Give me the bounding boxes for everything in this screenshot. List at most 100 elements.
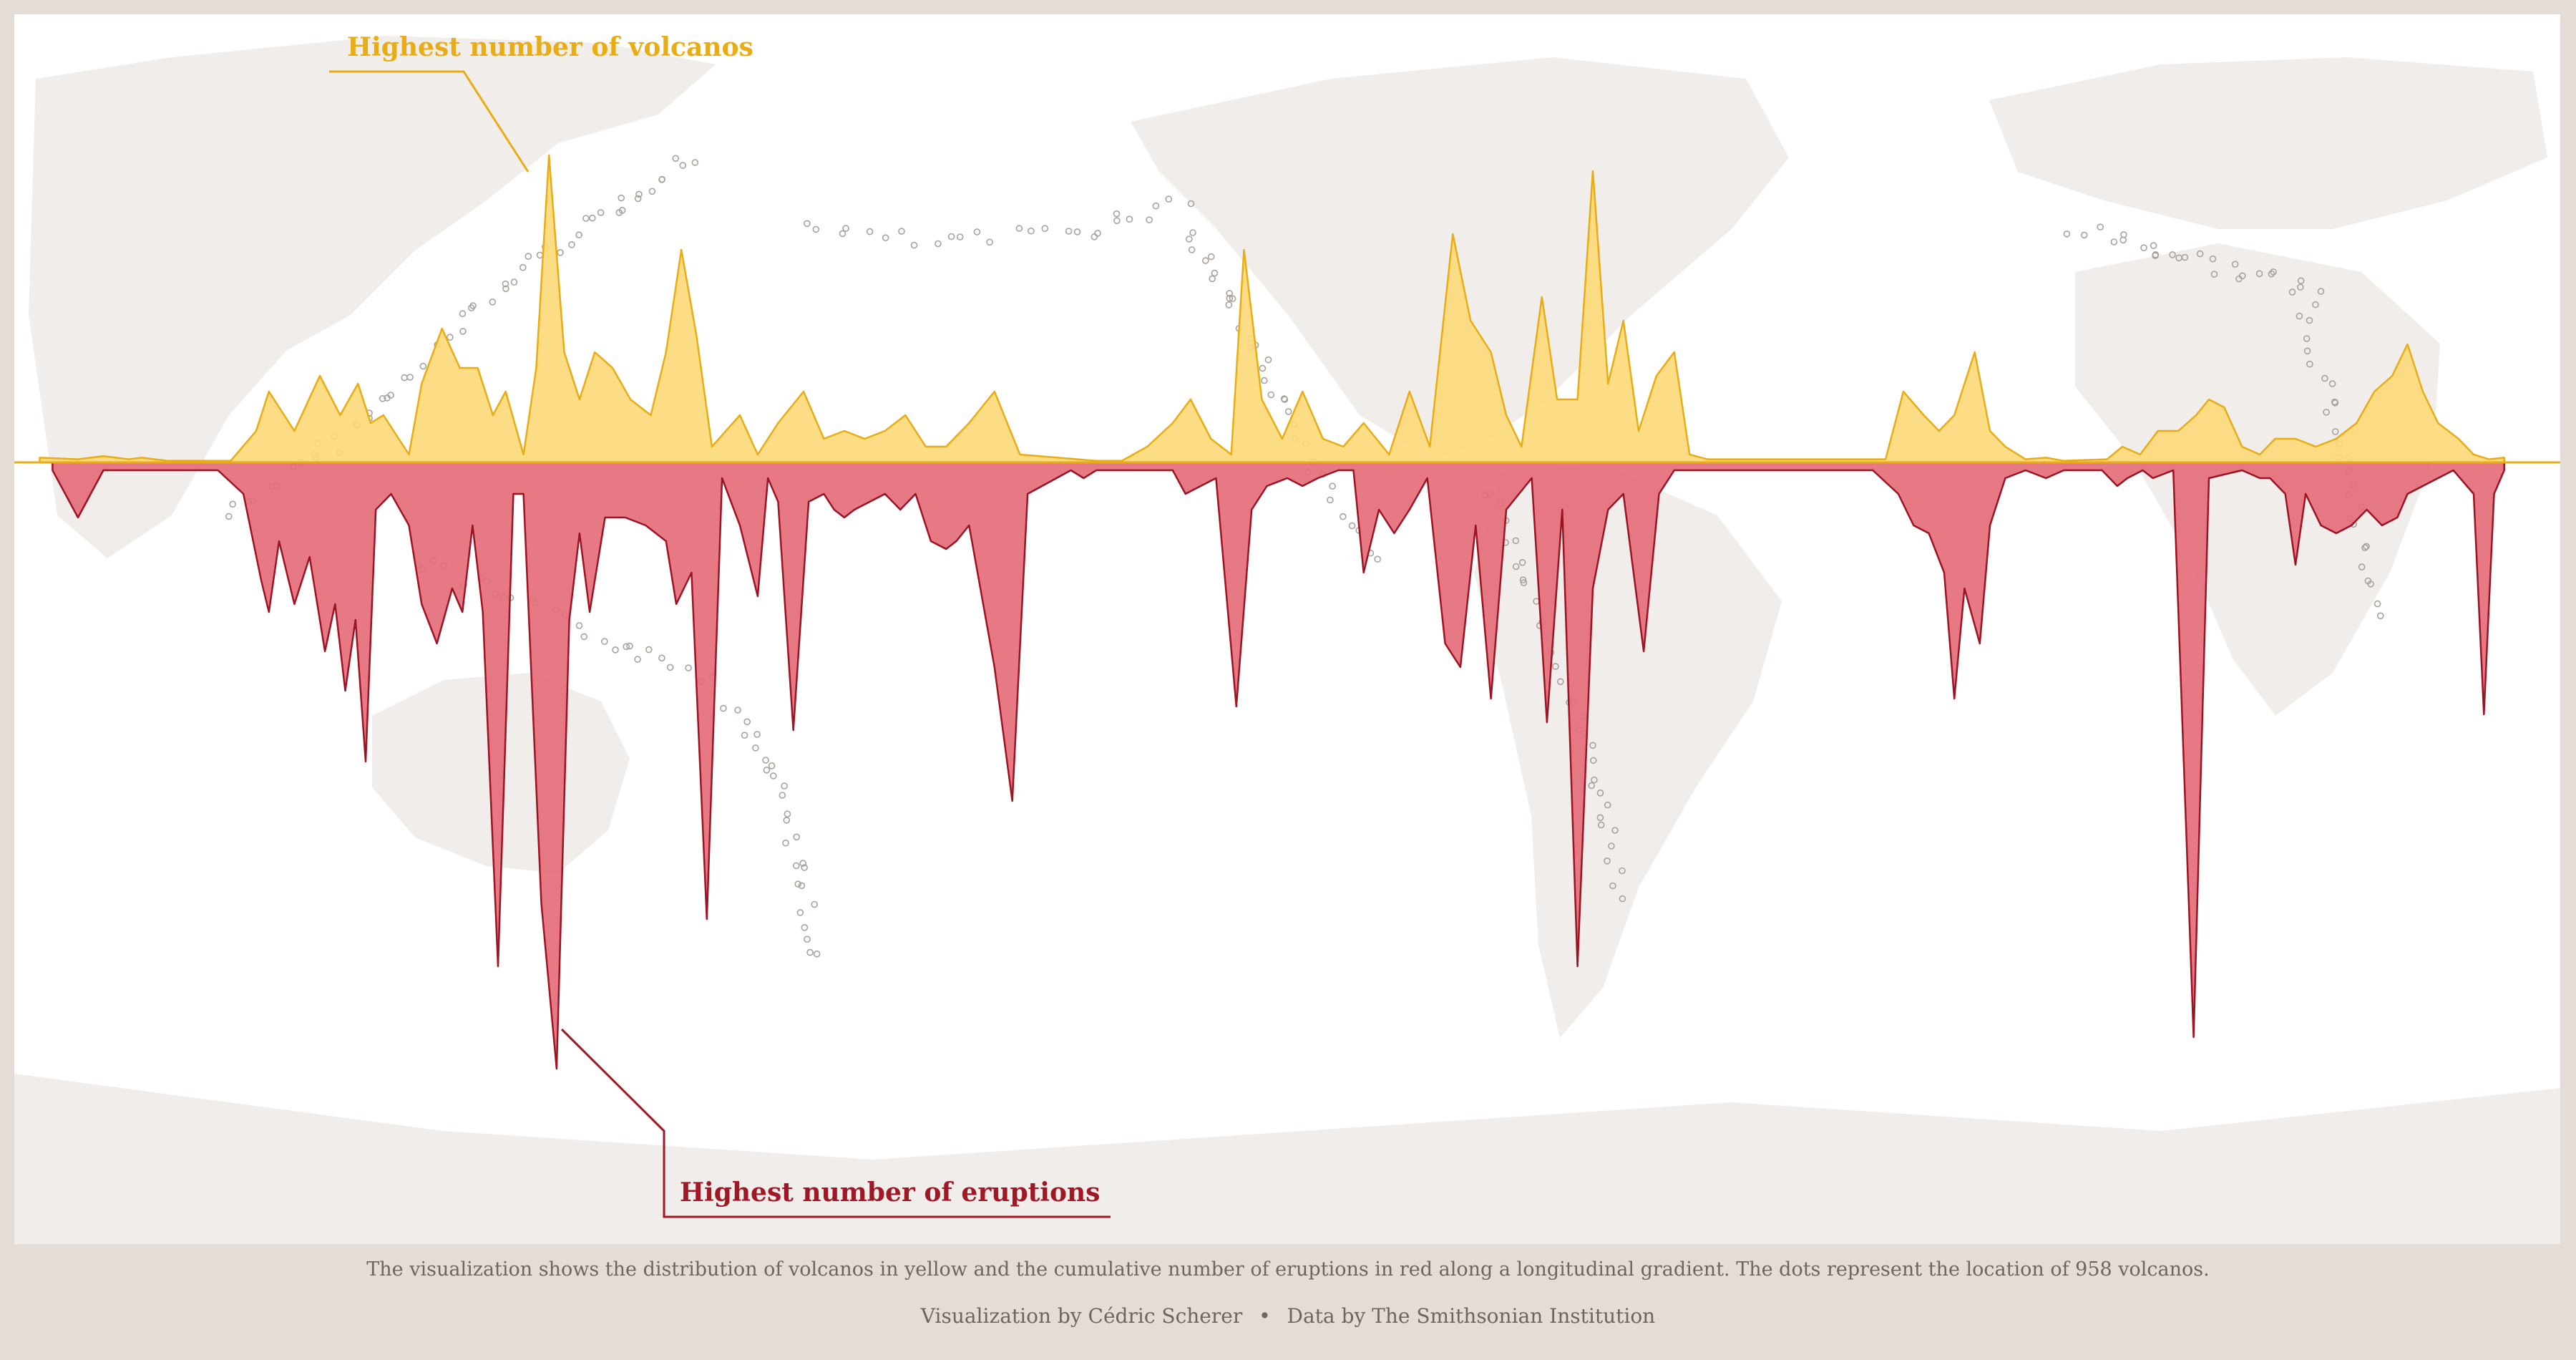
volcano-dot — [635, 190, 643, 198]
volcano-dot — [812, 225, 820, 233]
volcano-dot — [510, 278, 518, 286]
volcano-dot — [1165, 195, 1173, 203]
land-north-america — [1131, 57, 1789, 458]
volcano-dot — [2317, 288, 2325, 295]
volcano-dot — [1589, 742, 1596, 749]
annotation-highest-eruptions: Highest number of eruptions — [560, 1028, 1111, 1218]
volcano-dot — [419, 362, 427, 370]
volcano-dot — [1327, 496, 1334, 504]
volcano-dot — [2080, 231, 2088, 239]
volcano-dot — [1091, 233, 1098, 241]
volcano-dot — [575, 231, 582, 239]
volcano-dot — [2063, 230, 2071, 238]
volcano-dot — [1597, 821, 1605, 829]
volcano-dot — [1604, 858, 1611, 865]
volcano-dot — [2196, 250, 2204, 258]
volcano-dot — [1512, 537, 1520, 545]
volcano-dot — [2210, 271, 2218, 278]
volcano-dot — [685, 664, 692, 671]
volcano-dot — [1187, 200, 1195, 208]
volcano-dot — [600, 638, 608, 645]
volcano-dot — [519, 263, 527, 271]
volcano-dot — [763, 767, 771, 774]
volcano-dot — [229, 500, 237, 508]
volcano-dot — [1590, 757, 1597, 764]
volcano-dot — [658, 176, 665, 183]
volcano-dot — [783, 817, 791, 824]
volcano-eruption-chart: Highest number of volcanos Highest numbe… — [14, 32, 2560, 1244]
volcano-dot — [1146, 216, 1153, 224]
credit-author: Visualization by Cédric Scherer — [920, 1304, 1243, 1328]
volcano-dot — [1329, 482, 1336, 490]
volcano-dot — [866, 228, 874, 235]
volcano-dot — [447, 334, 454, 341]
chart-panel: Highest number of volcanos Highest numbe… — [14, 14, 2560, 1244]
volcano-dot — [804, 220, 811, 228]
volcano-dot — [2181, 253, 2189, 261]
volcano-dot — [2150, 242, 2157, 249]
distribution-areas — [39, 154, 2505, 1070]
volcano-dot — [557, 248, 564, 256]
volcano-dot — [784, 810, 791, 817]
volcano-dot — [1596, 790, 1604, 797]
volcano-dot — [1065, 228, 1073, 235]
volcano-dot — [973, 228, 981, 235]
volcano-dot — [2296, 312, 2303, 320]
volcano-dot — [2303, 335, 2311, 342]
volcano-dot — [1591, 776, 1598, 784]
chart-caption: The visualization shows the distribution… — [366, 1258, 2210, 1281]
volcano-dot — [1226, 294, 1234, 302]
volcano-dot — [2297, 277, 2305, 285]
volcano-dot — [406, 374, 414, 381]
volcano-dot — [2169, 251, 2176, 258]
volcano-dot — [525, 253, 532, 260]
volcano-dot — [2331, 428, 2339, 435]
volcano-dot — [720, 704, 727, 712]
volcano-distribution-area — [39, 154, 2505, 464]
volcano-dot — [623, 643, 630, 651]
volcano-dot — [762, 757, 769, 764]
volcano-dot — [2268, 270, 2275, 278]
volcano-dot — [1113, 210, 1121, 218]
volcano-dot — [2140, 244, 2147, 252]
volcano-dot — [459, 328, 467, 335]
volcano-dot — [1519, 576, 1527, 584]
land-antarctica — [14, 1074, 2560, 1244]
credit-source: Data by The Smithsonian Institution — [1287, 1304, 1656, 1328]
volcano-dot — [1188, 246, 1196, 253]
volcano-dot — [2288, 288, 2296, 296]
volcano-dot — [1608, 842, 1615, 850]
volcano-dot — [634, 195, 642, 203]
volcano-dot — [839, 230, 847, 238]
volcano-dot — [2361, 544, 2368, 552]
volcano-dot — [1267, 391, 1275, 399]
volcano-dot — [1207, 253, 1215, 261]
volcano-dot — [1189, 229, 1196, 236]
volcano-dot — [1186, 235, 1193, 243]
volcano-dot — [743, 718, 751, 726]
volcano-dot — [588, 214, 596, 222]
volcano-dot — [658, 654, 665, 662]
volcano-dot — [1202, 257, 1209, 264]
volcano-dot — [1609, 882, 1616, 890]
volcano-dot — [793, 862, 800, 870]
volcano-dot — [770, 772, 777, 779]
volcano-dot — [956, 233, 964, 241]
volcano-dot — [799, 860, 806, 867]
volcano-dot — [2270, 268, 2277, 276]
volcano-dot — [2358, 563, 2366, 570]
volcano-dot — [2367, 581, 2374, 588]
volcano-dot — [618, 206, 626, 214]
volcano-dot — [1015, 225, 1023, 232]
volcano-dot — [768, 762, 776, 769]
volcano-dot — [2152, 252, 2159, 259]
volcano-dot — [568, 241, 575, 248]
volcano-dot — [459, 310, 467, 318]
volcano-dot — [489, 298, 497, 306]
volcano-dot — [781, 782, 788, 790]
volcano-dot — [672, 155, 680, 162]
volcano-dot — [1619, 895, 1626, 903]
volcano-dot — [806, 948, 814, 956]
volcano-dot — [1284, 408, 1292, 415]
volcano-dot — [1041, 225, 1049, 233]
